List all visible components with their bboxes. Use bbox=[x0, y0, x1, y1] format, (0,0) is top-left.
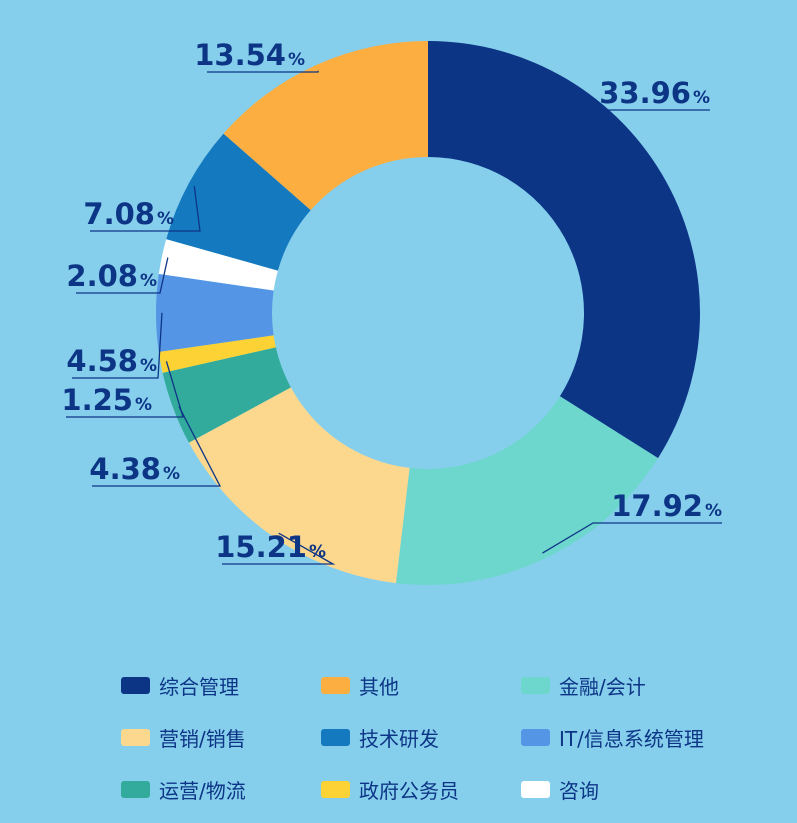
legend-swatch bbox=[521, 676, 550, 694]
slice-1 bbox=[428, 41, 700, 459]
data-label-6: 4.58% bbox=[66, 344, 157, 378]
legend-label: 金融/会计 bbox=[559, 674, 646, 699]
legend-label: IT/信息系统管理 bbox=[559, 726, 704, 751]
data-label-3: 15.21% bbox=[215, 530, 326, 564]
legend-swatch bbox=[121, 728, 150, 746]
slice-9 bbox=[223, 40, 428, 211]
legend-swatch bbox=[321, 728, 350, 746]
legend-item: 金融/会计 bbox=[521, 672, 761, 699]
legend-label: 咨询 bbox=[559, 778, 599, 803]
legend-label: 技术研发 bbox=[359, 726, 439, 751]
slice-5 bbox=[158, 335, 276, 373]
legend-swatch bbox=[521, 780, 550, 798]
legend-swatch bbox=[521, 728, 550, 746]
data-label-5: 1.25% bbox=[61, 383, 152, 417]
legend-item: IT/信息系统管理 bbox=[521, 724, 761, 751]
legend: 综合管理 其他 金融/会计营销/销售 技术研发 IT/信息系统管理运营/物流 政府公务员 咨… bbox=[121, 672, 761, 803]
legend-label: 其他 bbox=[359, 674, 399, 699]
slice-8 bbox=[166, 133, 311, 271]
leader-line-7 bbox=[76, 257, 169, 294]
data-labels: 33.96 % 17.92 % 15.21 % 4.38 % 1.25 % 4.58 % 2.08 % 7.… bbox=[61, 38, 722, 564]
legend-item: 咨询 bbox=[521, 776, 761, 803]
donut-slices bbox=[156, 40, 700, 585]
leader-line-6 bbox=[72, 312, 163, 379]
data-label-7: 2.08% bbox=[66, 259, 157, 293]
leader-line-8 bbox=[90, 185, 201, 232]
slice-4 bbox=[162, 347, 291, 443]
data-label-8: 7.08% bbox=[83, 197, 174, 231]
slice-6 bbox=[156, 273, 274, 352]
legend-item: 政府公务员 bbox=[321, 776, 521, 803]
slice-3 bbox=[188, 387, 410, 584]
leader-lines bbox=[66, 70, 722, 565]
leader-line-5 bbox=[66, 361, 184, 418]
data-label-9: 13.54% bbox=[194, 38, 305, 72]
slice-2 bbox=[395, 396, 659, 585]
legend-item: 营销/销售 bbox=[121, 724, 321, 751]
legend-swatch bbox=[321, 676, 350, 694]
data-label-2: 17.92% bbox=[611, 489, 722, 523]
legend-item: 其他 bbox=[321, 672, 521, 699]
legend-label: 运营/物流 bbox=[159, 778, 246, 803]
leader-line-3 bbox=[222, 532, 336, 565]
legend-label: 政府公务员 bbox=[359, 778, 459, 803]
data-label-1: 33.96% bbox=[599, 76, 710, 110]
leader-line-9 bbox=[207, 70, 319, 73]
legend-swatch bbox=[121, 780, 150, 798]
legend-label: 综合管理 bbox=[159, 674, 239, 699]
legend-item: 技术研发 bbox=[321, 724, 521, 751]
leader-line-2 bbox=[542, 522, 722, 554]
leader-line-1 bbox=[601, 109, 710, 185]
legend-item: 综合管理 bbox=[121, 672, 321, 699]
slice-7 bbox=[158, 239, 278, 291]
leader-line-4 bbox=[92, 406, 222, 487]
legend-swatch bbox=[121, 676, 150, 694]
legend-label: 营销/销售 bbox=[159, 726, 246, 751]
legend-item: 运营/物流 bbox=[121, 776, 321, 803]
data-label-4: 4.38% bbox=[89, 452, 180, 486]
legend-swatch bbox=[321, 780, 350, 798]
donut-chart: 33.96 % 17.92 % 15.21 % 4.38 % 1.25 % 4.58 % 2.08 % 7.… bbox=[61, 38, 722, 585]
